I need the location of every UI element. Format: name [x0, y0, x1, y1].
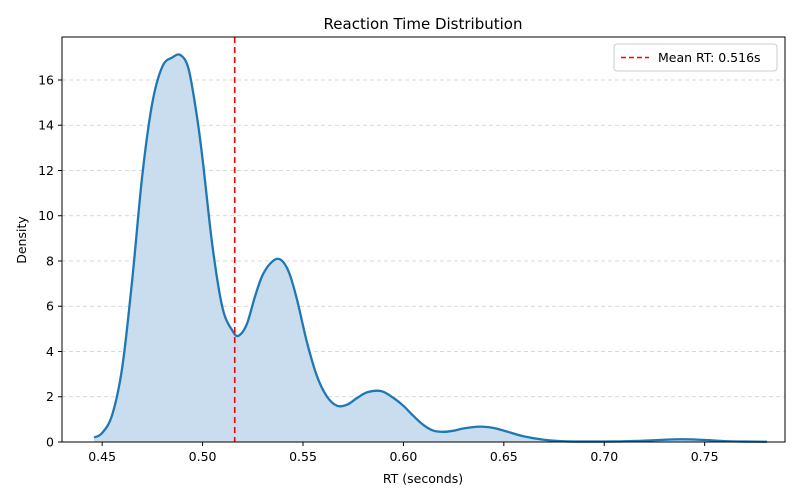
density-fill — [94, 54, 767, 443]
y-tick-label: 0 — [46, 435, 54, 450]
y-tick-label: 8 — [46, 253, 54, 268]
y-tick-label: 14 — [38, 118, 54, 133]
x-axis-label: RT (seconds) — [383, 471, 463, 486]
chart-title: Reaction Time Distribution — [324, 15, 523, 33]
y-axis: 0 2 4 6 8 10 12 14 16 — [38, 72, 62, 450]
legend: Mean RT: 0.516s — [613, 43, 778, 72]
x-tick-label: 0.50 — [189, 449, 217, 464]
legend-box — [613, 43, 778, 72]
y-axis-label: Density — [14, 216, 29, 264]
legend-label-mean: Mean RT: 0.516s — [658, 50, 761, 65]
plot-area — [93, 37, 767, 443]
y-tick-label: 6 — [46, 299, 54, 314]
axes-frame — [61, 36, 786, 443]
y-tick-label: 12 — [38, 163, 54, 178]
y-tick-label: 10 — [38, 208, 54, 223]
y-tick-label: 2 — [46, 389, 54, 404]
x-tick-label: 0.60 — [389, 449, 417, 464]
y-tick-label: 4 — [46, 344, 54, 359]
x-axis: 0.45 0.50 0.55 0.60 0.65 0.70 0.75 — [88, 442, 719, 464]
x-tick-label: 0.70 — [590, 449, 618, 464]
x-tick-label: 0.55 — [289, 449, 317, 464]
y-tick-label: 16 — [38, 72, 54, 87]
x-tick-label: 0.65 — [490, 449, 518, 464]
x-tick-label: 0.45 — [88, 449, 116, 464]
x-tick-label: 0.75 — [691, 449, 719, 464]
